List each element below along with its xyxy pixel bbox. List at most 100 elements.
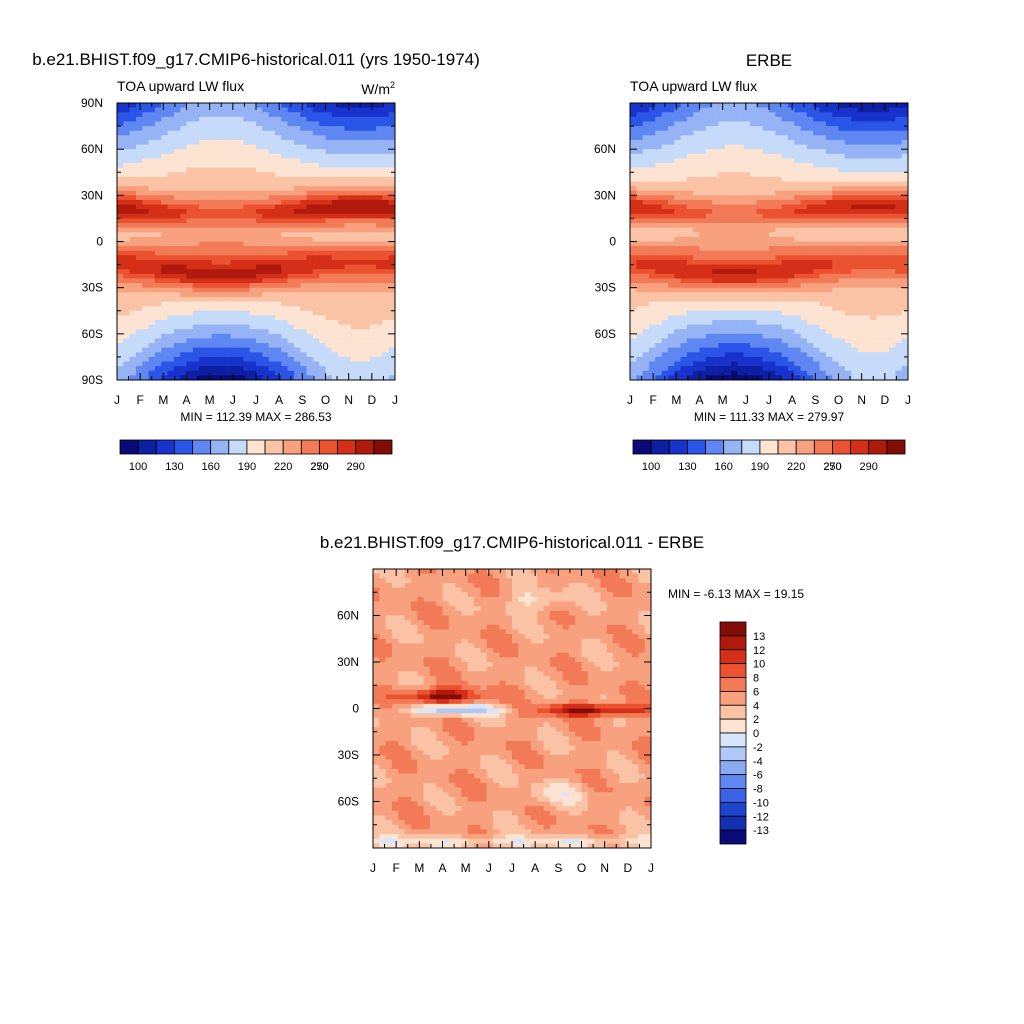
contour-cell-model (344, 343, 352, 349)
contour-cell-model (180, 301, 188, 307)
contour-cell-model (173, 186, 181, 192)
contour-cell-obs (819, 149, 827, 155)
contour-cell-model (357, 310, 365, 316)
contour-cell-model (312, 172, 320, 178)
contour-cell-obs (699, 126, 707, 132)
contour-cell-model (224, 296, 232, 303)
contour-cell-model (376, 250, 383, 256)
contour-cell-obs (832, 176, 840, 183)
contour-cell-obs (636, 246, 644, 252)
contour-cell-obs (813, 255, 821, 261)
contour-cell-model (154, 116, 162, 123)
colorbar-swatch (319, 439, 339, 455)
contour-cell-model (186, 356, 194, 363)
contour-cell-model (293, 130, 301, 136)
contour-cell-model (319, 130, 327, 136)
contour-cell-obs (825, 236, 833, 243)
contour-cell-obs (901, 172, 908, 178)
contour-cell-model (319, 329, 327, 335)
contour-cell-model (142, 139, 150, 146)
contour-cell-model (123, 273, 131, 280)
contour-cell-obs (756, 107, 764, 113)
contour-cell-obs (769, 278, 776, 284)
contour-cell-obs (769, 250, 776, 256)
contour-cell-model (180, 236, 188, 243)
contour-cell-model (293, 236, 301, 243)
contour-cell-obs (870, 315, 878, 321)
contour-cell-model (243, 315, 251, 321)
contour-cell-model (274, 204, 282, 210)
contour-cell-obs (699, 264, 707, 270)
contour-cell-model (249, 218, 257, 224)
contour-cell-model (154, 144, 162, 150)
contour-cell-obs (870, 227, 878, 233)
contour-cell-model (312, 259, 320, 266)
contour-cell-model (211, 218, 219, 224)
contour-cell-obs (699, 204, 707, 210)
contour-cell-obs (775, 259, 783, 266)
contour-cell-model (205, 241, 213, 247)
contour-cell-model (281, 163, 289, 169)
contour-cell-obs (731, 107, 739, 113)
contour-cell-obs (832, 158, 840, 164)
contour-cell-model (205, 375, 213, 380)
contour-cell-model (350, 259, 358, 266)
contour-cell-model (249, 213, 257, 220)
contour-cell-obs (794, 112, 802, 118)
contour-cell-obs (636, 301, 644, 307)
contour-cell-obs (737, 135, 745, 141)
contour-cell-obs (863, 209, 871, 215)
contour-cell-model (218, 158, 226, 164)
contour-cell-model (357, 329, 365, 335)
contour-cell-model (256, 347, 263, 353)
contour-cell-model (154, 319, 162, 326)
contour-cell-model (350, 126, 358, 132)
contour-cell-model (357, 287, 365, 293)
contour-cell-model (218, 144, 226, 150)
contour-cell-obs (857, 190, 865, 196)
contour-cell-obs (857, 218, 865, 224)
contour-cell-model (205, 158, 213, 164)
contour-cell-obs (630, 163, 637, 169)
contour-cell-obs (775, 126, 783, 132)
contour-cell-model (376, 218, 383, 224)
contour-cell-model (192, 236, 200, 243)
contour-cell-obs (863, 278, 871, 284)
contour-cell-obs (882, 246, 890, 252)
contour-cell-model (300, 213, 308, 220)
contour-cell-model (363, 236, 371, 243)
contour-cell-obs (838, 116, 846, 123)
contour-cell-model (249, 236, 257, 243)
contour-cell-obs (781, 181, 789, 187)
contour-cell-obs (699, 232, 707, 238)
contour-cell-model (230, 306, 238, 312)
contour-cell-obs (769, 130, 776, 136)
contour-cell-obs (819, 199, 827, 206)
contour-cell-obs (882, 241, 890, 247)
contour-cell-obs (806, 139, 814, 146)
contour-cell-model (180, 283, 188, 289)
contour-cell-model (186, 139, 194, 146)
contour-cell-model (199, 273, 207, 280)
contour-cell-model (293, 163, 301, 169)
contour-cell-model (388, 223, 395, 229)
contour-cell-obs (667, 333, 675, 340)
contour-cell-model (135, 130, 143, 136)
contour-cell-model (117, 366, 124, 372)
contour-cell-obs (743, 278, 751, 284)
contour-cell-obs (648, 319, 656, 326)
contour-cell-model (331, 250, 339, 256)
contour-cell-model (205, 144, 213, 150)
contour-cell-obs (870, 310, 878, 316)
contour-cell-model (293, 366, 301, 372)
contour-cell-model (186, 223, 194, 229)
contour-cell-model (154, 167, 162, 173)
contour-cell-obs (699, 158, 707, 164)
contour-cell-model (350, 333, 358, 340)
contour-cell-obs (762, 135, 770, 141)
contour-cell-obs (876, 218, 884, 224)
contour-cell-model (306, 163, 314, 169)
contour-cell-model (293, 195, 301, 201)
contour-cell-model (148, 213, 156, 220)
contour-cell-obs (750, 301, 757, 307)
